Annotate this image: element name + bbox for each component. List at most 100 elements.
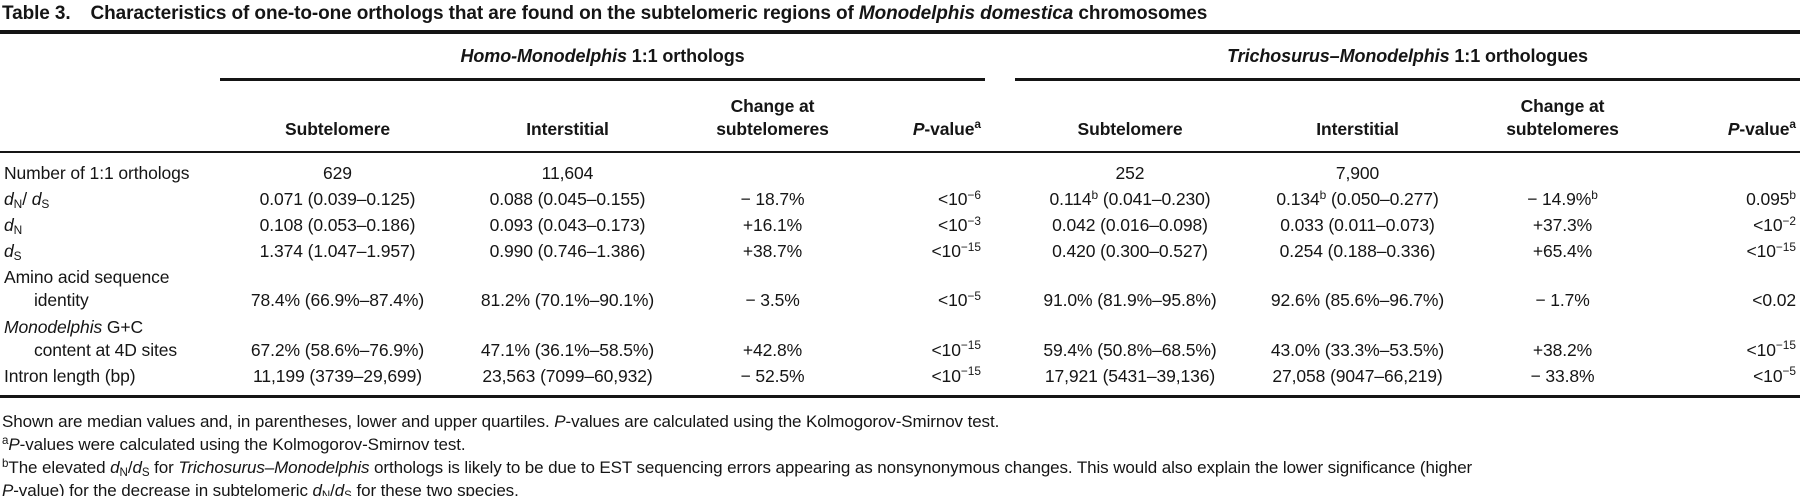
value-cell: 7,900: [1335, 162, 1380, 183]
group-header-homo: Homo-Monodelphis 1:1 orthologs: [220, 34, 985, 81]
value-cell: <10−15: [931, 338, 981, 360]
footnote-a: aP-values were calculated using the Kolm…: [2, 434, 466, 454]
value-cell: 17,921 (5431–39,136): [1015, 363, 1245, 398]
value-cell: 81.2% (70.1%–90.1%): [480, 290, 655, 311]
table-number-label: Table 3.: [2, 3, 71, 24]
value-cell: 0.134b (0.050–0.277): [1276, 187, 1439, 210]
value-cell: 0.420 (0.300–0.527): [1052, 241, 1208, 262]
table-row: Monodelphis G+C content at 4D sites 67.2% …: [0, 314, 1800, 363]
value-cell: <10−15: [1746, 239, 1797, 262]
row-label: Amino acid sequence identity: [4, 267, 170, 311]
value-cell: <10−5: [1655, 363, 1800, 398]
row-label: Monodelphis G+C content at 4D sites: [4, 316, 178, 360]
col-header-change-homo: Change at subtelomeres: [680, 79, 865, 153]
value-cell: 0.033 (0.011–0.073): [1280, 215, 1435, 236]
value-cell: <10−6: [938, 187, 981, 210]
value-cell: <10−15: [931, 239, 981, 262]
table-body: Number of 1:1 orthologs 629 11,604 252 7,900…: [0, 152, 1800, 398]
value-cell: − 52.5%: [680, 363, 865, 398]
row-label: dS: [4, 241, 22, 264]
value-cell: [680, 152, 865, 187]
table-row: dN/ dS 0.071 (0.039–0.125) 0.088 (0.045–0.…: [0, 187, 1800, 213]
value-cell: [1655, 152, 1800, 187]
value-cell: 0.093 (0.043–0.173): [489, 215, 646, 236]
value-cell: 0.990 (0.746–1.386): [489, 241, 646, 262]
col-header-interstitial-homo: Interstitial: [455, 79, 680, 153]
value-cell: 59.4% (50.8%–68.5%): [1043, 339, 1217, 360]
value-cell: <10−3: [938, 213, 981, 236]
value-cell: 0.042 (0.016–0.098): [1052, 215, 1208, 236]
group-gap: [985, 34, 1015, 79]
table-row: Intron length (bp) 11,199 (3739–29,699) 23…: [0, 363, 1800, 398]
value-cell: +37.3%: [1532, 215, 1593, 236]
gap-cell: [985, 213, 1015, 239]
value-cell: − 1.7%: [1535, 290, 1590, 311]
value-cell: 629: [323, 162, 352, 183]
value-cell: 0.095b: [1746, 187, 1797, 210]
table-row: dN 0.108 (0.053–0.186) 0.093 (0.043–0.173)…: [0, 213, 1800, 239]
value-cell: 67.2% (58.6%–76.9%): [250, 339, 425, 360]
gap-cell: [985, 265, 1015, 314]
row-label-header: [0, 79, 220, 153]
table-caption-species: Monodelphis domestica: [858, 3, 1074, 24]
table-row: Amino acid sequence identity 78.4% (66.9%–…: [0, 265, 1800, 314]
value-cell: <10−15: [1746, 338, 1797, 360]
table-title: Table 3. Characteristics of one-to-one or…: [0, 0, 1800, 34]
value-cell: 0.114b (0.041–0.230): [1049, 187, 1211, 210]
row-label: Intron length (bp): [0, 363, 220, 398]
group-name-italic: Homo-Monodelphis: [460, 46, 627, 66]
gap-cell: [985, 152, 1015, 187]
table-row: dS 1.374 (1.047–1.957) 0.990 (0.746–1.386)…: [0, 239, 1800, 265]
value-cell: <10−5: [938, 288, 981, 311]
value-cell: <10−15: [865, 363, 985, 398]
gap-cell: [985, 239, 1015, 265]
col-header-change-trichosurus: Change at subtelomeres: [1470, 79, 1655, 153]
value-cell: +42.8%: [742, 339, 803, 360]
table-row: Number of 1:1 orthologs 629 11,604 252 7,900: [0, 152, 1800, 187]
col-header-pvalue-homo: P-valuea: [865, 79, 985, 153]
group-name-rest: 1:1 orthologues: [1449, 46, 1588, 66]
row-label: dN: [4, 215, 23, 238]
group-header-trichosurus: Trichosurus–Monodelphis 1:1 orthologues: [1015, 34, 1800, 81]
row-label: Number of 1:1 orthologs: [4, 162, 190, 183]
footnote-marker-a: a: [1789, 117, 1797, 132]
value-cell: − 14.9%b: [1527, 187, 1598, 210]
value-cell: +38.2%: [1532, 339, 1593, 360]
table-caption-part1: Characteristics of one-to-one orthologs …: [90, 3, 859, 24]
value-cell: 1.374 (1.047–1.957): [259, 241, 416, 262]
value-cell: 252: [1115, 162, 1145, 183]
col-header-interstitial-trichosurus: Interstitial: [1245, 79, 1470, 153]
footnote-marker-a: a: [974, 117, 981, 132]
table-caption-part2: chromosomes: [1073, 3, 1208, 24]
gap-cell: [985, 187, 1015, 213]
value-cell: 47.1% (36.1%–58.5%): [480, 339, 655, 360]
group-name-italic: Trichosurus–Monodelphis: [1227, 46, 1450, 66]
value-cell: − 18.7%: [740, 189, 805, 210]
value-cell: <0.02: [1752, 290, 1797, 311]
value-cell: 23,563 (7099–60,932): [455, 363, 680, 398]
footnotes: Shown are median values and, in parenthe…: [0, 398, 1800, 496]
value-cell: +16.1%: [742, 215, 803, 236]
value-cell: 91.0% (81.9%–95.8%): [1043, 290, 1217, 311]
footnote-b: bThe elevated dN/dS for Trichosurus–Mono…: [2, 457, 1473, 496]
value-cell: 0.071 (0.039–0.125): [259, 189, 416, 210]
value-cell: +65.4%: [1532, 241, 1593, 262]
col-header-subtelomere-homo: Subtelomere: [220, 79, 455, 153]
value-cell: − 3.5%: [745, 290, 800, 311]
value-cell: [865, 152, 985, 187]
column-header-row: Subtelomere Interstitial Change at subtel…: [0, 79, 1800, 153]
row-label: dN/ dS: [4, 189, 50, 211]
value-cell: 43.0% (33.3%–53.5%): [1270, 339, 1445, 360]
value-cell: 92.6% (85.6%–96.7%): [1270, 290, 1445, 311]
value-cell: 27,058 (9047–66,219): [1245, 363, 1470, 398]
value-cell: <10−2: [1753, 213, 1797, 236]
group-name-rest: 1:1 orthologs: [626, 46, 745, 66]
corner-cell: [0, 34, 220, 79]
value-cell: − 33.8%: [1470, 363, 1655, 398]
value-cell: 11,199 (3739–29,699): [220, 363, 455, 398]
value-cell: 0.088 (0.045–0.155): [489, 189, 646, 210]
value-cell: 11,604: [541, 162, 594, 183]
group-header-row: Homo-Monodelphis 1:1 orthologs Trichosur…: [0, 34, 1800, 81]
value-cell: 78.4% (66.9%–87.4%): [250, 290, 425, 311]
